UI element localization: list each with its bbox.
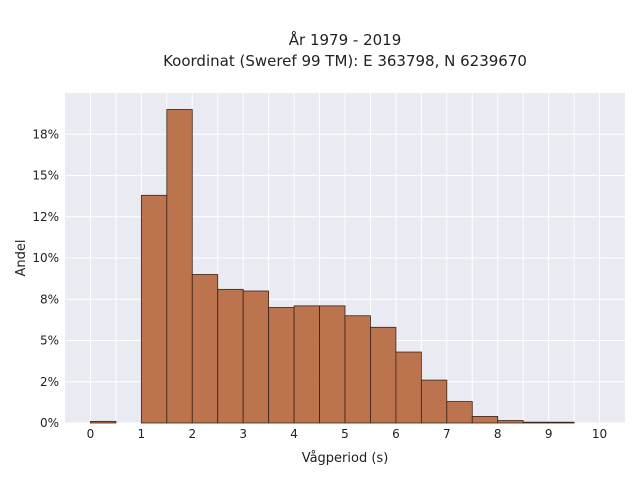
histogram-bar — [242, 290, 270, 424]
histogram-bar — [217, 288, 244, 424]
histogram-bar — [497, 420, 524, 424]
chart-title-line2: Koordinat (Sweref 99 TM): E 363798, N 62… — [163, 52, 527, 70]
x-tick-label: 8 — [494, 427, 502, 441]
y-tick-label: 12% — [32, 210, 59, 224]
histogram-bar — [319, 305, 346, 424]
x-tick-label: 5 — [341, 427, 349, 441]
histogram-bar — [140, 194, 168, 424]
histogram-bar — [268, 307, 295, 424]
y-axis-label: Andel — [14, 240, 29, 277]
x-tick-label: 10 — [592, 427, 607, 441]
x-tick-label: 6 — [392, 427, 400, 441]
histogram-bars — [90, 109, 575, 424]
histogram-bar — [471, 415, 499, 424]
x-tick-label: 7 — [443, 427, 451, 441]
y-tick-label: 15% — [32, 169, 59, 183]
histogram-bar — [548, 421, 575, 424]
histogram-bar — [395, 351, 422, 424]
histogram-bar — [344, 315, 371, 424]
x-tick-label: 2 — [188, 427, 196, 441]
histogram-bar — [370, 326, 397, 424]
x-axis-label: Vågperiod (s) — [302, 451, 389, 466]
y-tick-label: 0% — [40, 416, 59, 430]
histogram-bar — [293, 305, 320, 424]
histogram-bar — [191, 274, 219, 424]
y-tick-label: 18% — [32, 127, 59, 141]
chart-title-line1: År 1979 - 2019 — [289, 30, 402, 49]
x-tick-label: 3 — [239, 427, 247, 441]
x-tick-label: 1 — [138, 427, 146, 441]
y-tick-label: 10% — [32, 251, 59, 265]
histogram-bar — [446, 401, 473, 424]
x-tick-label: 0 — [87, 427, 95, 441]
y-tick-label: 2% — [40, 375, 59, 389]
histogram-bar — [90, 420, 117, 424]
y-tick-labels: 0% 2% 5% 8% 10% 12% 15% 18% — [32, 127, 59, 430]
x-tick-label: 9 — [545, 427, 553, 441]
histogram-bar — [522, 421, 550, 424]
histogram-bar — [166, 109, 193, 424]
x-tick-labels: 0 1 2 3 4 5 6 7 8 9 10 — [87, 427, 608, 441]
x-tick-label: 4 — [290, 427, 298, 441]
y-tick-label: 5% — [40, 334, 59, 348]
y-tick-label: 8% — [40, 292, 59, 306]
histogram-bar — [420, 379, 448, 424]
